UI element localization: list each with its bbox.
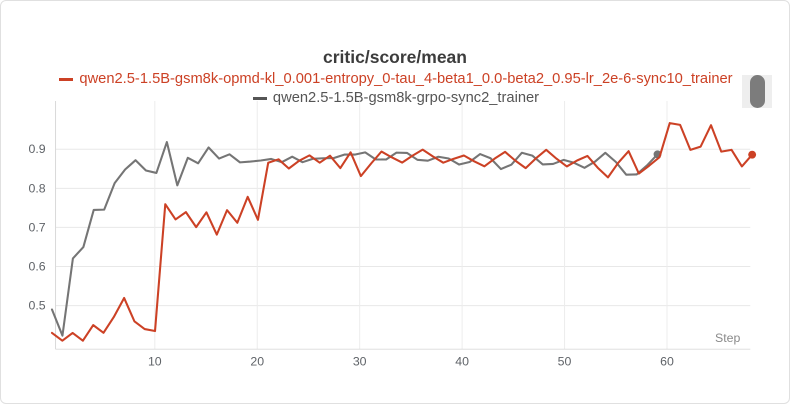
svg-text:10: 10 — [148, 354, 162, 368]
svg-text:60: 60 — [660, 354, 674, 368]
svg-text:30: 30 — [353, 354, 367, 368]
svg-text:0.6: 0.6 — [29, 259, 46, 273]
svg-text:0.9: 0.9 — [29, 142, 46, 156]
svg-text:Step: Step — [715, 331, 741, 345]
svg-text:0.5: 0.5 — [29, 299, 46, 313]
svg-text:0.7: 0.7 — [29, 220, 46, 234]
svg-text:40: 40 — [455, 354, 469, 368]
svg-text:0.8: 0.8 — [29, 181, 46, 195]
svg-text:50: 50 — [558, 354, 572, 368]
svg-text:20: 20 — [250, 354, 264, 368]
